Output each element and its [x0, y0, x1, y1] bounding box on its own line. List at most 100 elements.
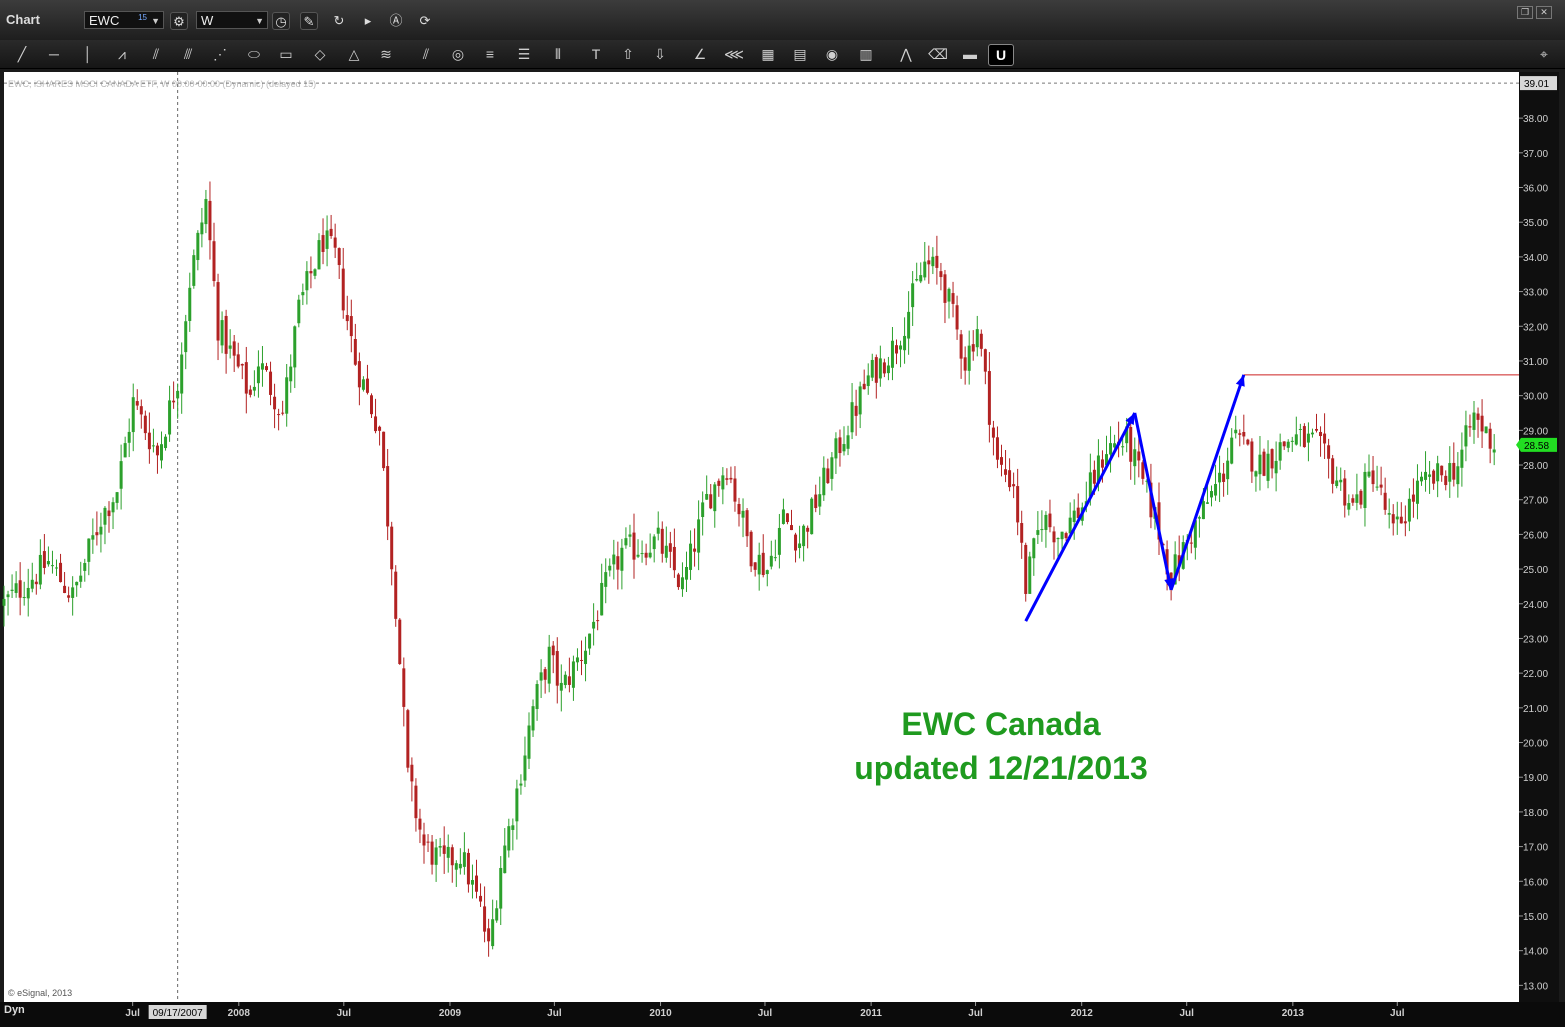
- candle-body: [180, 354, 184, 394]
- fib-icon[interactable]: ≡: [485, 46, 495, 62]
- mob-icon[interactable]: ▤: [793, 46, 807, 62]
- candle-body: [1310, 432, 1314, 435]
- y-tick-label: 30.00: [1523, 392, 1548, 403]
- candle-body: [571, 661, 575, 688]
- candle-body: [810, 498, 814, 535]
- diamond-icon[interactable]: ◇: [314, 46, 326, 62]
- horizontal-line-icon[interactable]: ─: [49, 46, 59, 62]
- interval-value: W: [201, 13, 214, 28]
- candle-body: [483, 906, 487, 932]
- magnet-icon[interactable]: U: [988, 44, 1014, 66]
- refresh-icon[interactable]: ↻: [333, 13, 345, 28]
- fork-icon[interactable]: ⫽: [152, 46, 160, 62]
- candle-body: [1464, 425, 1468, 447]
- ellipse-icon[interactable]: ⬭: [248, 46, 260, 62]
- candle-body: [309, 271, 313, 274]
- candle-body: [1060, 531, 1064, 540]
- candle-body: [939, 271, 943, 278]
- circles-icon[interactable]: ◎: [451, 46, 465, 62]
- candle-body: [826, 468, 830, 484]
- pencil-icon[interactable]: ✎: [300, 12, 318, 30]
- chevron-down-icon[interactable]: ▼: [151, 16, 160, 26]
- candle-body: [975, 329, 979, 348]
- up-arrow-icon[interactable]: ⇧: [622, 46, 634, 62]
- chart-annotation-line: EWC Canada: [901, 706, 1100, 742]
- channel-icon[interactable]: ≋: [380, 46, 392, 62]
- chevron-down-icon[interactable]: ▼: [255, 16, 264, 26]
- candle-body: [1436, 463, 1440, 482]
- candle-body: [297, 299, 301, 324]
- last-price-tag: [1516, 437, 1557, 452]
- close-icon[interactable]: ✕: [1536, 6, 1552, 19]
- candle-body: [382, 431, 386, 469]
- speed-icon[interactable]: ⋘: [724, 46, 744, 62]
- parallel-icon[interactable]: ⫽: [422, 46, 430, 62]
- candle-body: [1016, 486, 1020, 523]
- fan-icon[interactable]: ⫻: [183, 46, 193, 62]
- rectangle-icon[interactable]: ▭: [279, 46, 293, 62]
- candle-body: [753, 562, 757, 570]
- candle-body: [293, 326, 297, 368]
- pattern-icon[interactable]: ⋀: [900, 46, 912, 62]
- angle-icon[interactable]: ∠: [693, 46, 707, 62]
- alert-icon[interactable]: Ⓐ: [389, 13, 403, 28]
- candle-body: [785, 513, 789, 523]
- grid-icon[interactable]: ▦: [761, 46, 775, 62]
- candle-body: [1351, 498, 1355, 503]
- settings-icon[interactable]: ⚙: [170, 12, 188, 30]
- candle-body: [919, 275, 923, 282]
- pti-icon[interactable]: ▥: [859, 46, 873, 62]
- vertical-line-icon[interactable]: │: [83, 46, 93, 62]
- candle-body: [1315, 428, 1318, 431]
- t3-icon[interactable]: ◉: [825, 46, 839, 62]
- candle-body: [269, 371, 273, 395]
- restore-icon[interactable]: ❐: [1517, 6, 1533, 19]
- candle-body: [1226, 460, 1230, 480]
- candle-body: [1008, 470, 1012, 488]
- candle-body: [63, 585, 67, 594]
- cycle-icon[interactable]: ⦀: [554, 46, 562, 62]
- candle-body: [1133, 449, 1137, 467]
- candle-body: [6, 594, 10, 598]
- candle-body: [1230, 437, 1234, 464]
- candle-body: [1294, 434, 1298, 445]
- candle-body: [927, 260, 931, 265]
- candle-body: [539, 672, 543, 681]
- y-tick-label: 19.00: [1523, 773, 1548, 784]
- candle-body: [1246, 439, 1250, 445]
- link-icon[interactable]: ⟳: [419, 13, 431, 28]
- symbol-input[interactable]: EWC 15 ▼: [84, 11, 164, 29]
- candle-body: [374, 416, 378, 432]
- pin-icon[interactable]: ⌖: [1540, 46, 1548, 62]
- candle-body: [438, 846, 442, 848]
- candle-body: [588, 633, 592, 649]
- fib-ext-icon[interactable]: ☰: [517, 46, 531, 62]
- candle-body: [1363, 471, 1367, 508]
- eraser-icon[interactable]: ⌫: [928, 46, 948, 62]
- gann-icon[interactable]: ⋰: [213, 46, 227, 62]
- line-tool-icon[interactable]: ╱: [17, 46, 27, 62]
- interval-input[interactable]: W ▼: [196, 11, 268, 29]
- dynamic-mode-label[interactable]: Dyn: [4, 1004, 25, 1016]
- triangle-icon[interactable]: △: [348, 46, 360, 62]
- candle-body: [1424, 471, 1428, 480]
- y-tick-label: 21.00: [1523, 704, 1548, 715]
- candle-body: [1391, 514, 1395, 524]
- wave-icon[interactable]: ⩘: [118, 46, 126, 62]
- candle-body: [430, 841, 434, 865]
- clock-icon[interactable]: ◷: [272, 12, 290, 30]
- candle-body: [555, 651, 559, 686]
- candle-body: [725, 478, 729, 480]
- comment-icon[interactable]: ▬: [963, 46, 977, 62]
- candle-body: [38, 554, 42, 585]
- candle-body: [321, 235, 325, 252]
- y-tick-label: 20.00: [1523, 739, 1548, 750]
- candle-body: [442, 845, 446, 854]
- down-arrow-icon[interactable]: ⇩: [654, 46, 666, 62]
- symbol-count: 15: [138, 13, 147, 22]
- candle-body: [1157, 502, 1161, 540]
- text-icon[interactable]: T: [591, 46, 601, 62]
- play-icon[interactable]: ▸: [364, 13, 372, 28]
- candle-body: [507, 826, 511, 851]
